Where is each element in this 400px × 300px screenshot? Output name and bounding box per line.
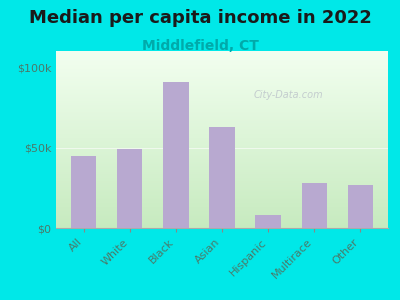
Bar (117, 149, 142, 228)
Bar (256, 215, 281, 228)
Bar (348, 184, 373, 228)
Text: Median per capita income in 2022: Median per capita income in 2022 (28, 9, 372, 27)
Text: Middlefield, CT: Middlefield, CT (142, 39, 258, 53)
Bar (163, 82, 188, 228)
Bar (209, 127, 235, 228)
Bar (71, 156, 96, 228)
Text: City-Data.com: City-Data.com (254, 90, 323, 100)
Bar (302, 183, 327, 228)
